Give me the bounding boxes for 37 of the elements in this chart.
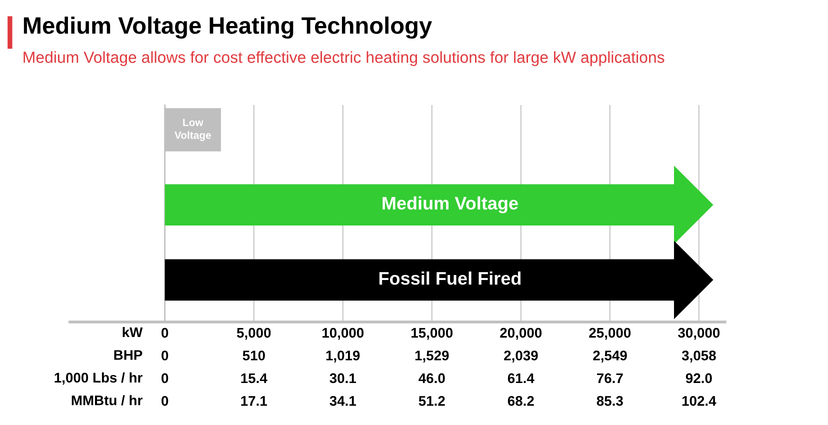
category-label: 34.1: [330, 396, 356, 406]
x2-tick-label: 1,529: [415, 350, 449, 362]
category-label: 85.3: [596, 396, 623, 406]
chart-subtitle: Medium Voltage allows for cost effective electric heating solutions for large kW applications: [24, 51, 664, 66]
x-axis-title: kW: [122, 326, 143, 338]
category-label: 0: [162, 396, 168, 406]
x-tick-label: 30,000: [678, 328, 720, 340]
category-label: 61.4: [508, 373, 534, 384]
x2-tick-label: 1,019: [326, 350, 360, 362]
x-tick-label: 25,000: [589, 328, 631, 340]
x2-tick-label: 3,058: [682, 350, 716, 362]
x2-tick-label: 2,549: [593, 350, 627, 362]
x-tick-label: 15,000: [412, 328, 453, 340]
text: 1,000 Lbs / hr: [54, 372, 142, 385]
category-label: 17.1: [241, 396, 267, 406]
x-tick-label: 5,000: [236, 328, 271, 340]
category-label: Fossil Fuel Fired: [379, 272, 521, 285]
x2-tick-label: 0: [162, 350, 168, 360]
category-label: Low Voltage: [174, 118, 211, 141]
category-label: 15.4: [241, 373, 268, 384]
x-tick-label: 0: [162, 328, 168, 338]
category-label: 92.0: [686, 373, 712, 384]
x-tick-label: 20,000: [500, 328, 542, 340]
x2-tick-label: 2,039: [504, 350, 538, 362]
chart-title: Medium Voltage Heating Technology: [24, 16, 432, 39]
category-label: 0: [162, 373, 168, 384]
category-label: 30.1: [330, 373, 356, 384]
x2-axis-title: BHP: [114, 350, 142, 360]
text: MMBtu / hr: [72, 395, 142, 406]
category-label: 68.2: [508, 396, 534, 406]
category-label: 46.0: [418, 373, 445, 384]
category-label: 76.7: [596, 373, 623, 384]
category-label: Medium Voltage: [382, 196, 518, 214]
x2-tick-label: 510: [242, 350, 265, 360]
x-tick-label: 10,000: [322, 328, 364, 340]
category-label: 102.4: [682, 396, 716, 406]
category-label: 51.2: [418, 396, 445, 406]
